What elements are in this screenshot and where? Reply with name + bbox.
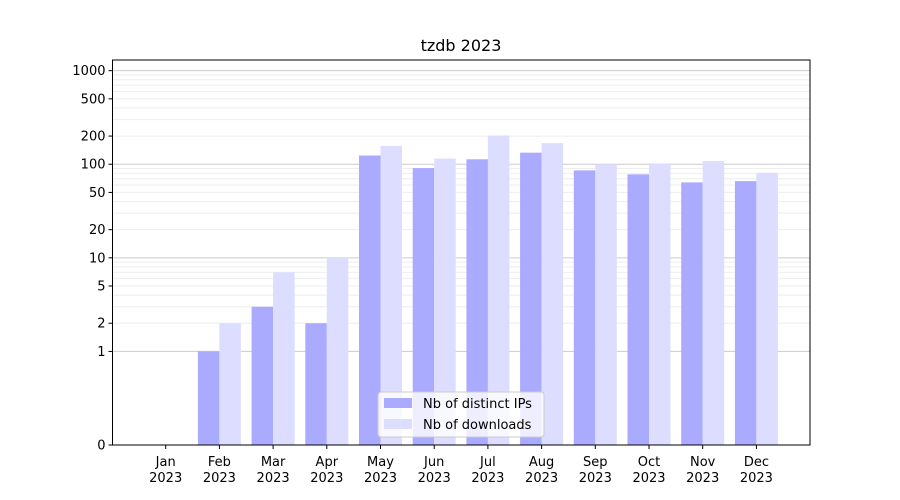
bar-downloads — [756, 172, 778, 445]
x-tick-label-year: 2023 — [471, 471, 504, 486]
bar-distinct-ips — [305, 323, 327, 445]
bar-downloads — [649, 163, 671, 445]
x-tick-label-month: Dec — [744, 455, 769, 470]
x-axis: Jan2023Feb2023Mar2023Apr2023May2023Jun20… — [149, 445, 773, 486]
bar-distinct-ips — [197, 351, 220, 445]
y-tick-label: 50 — [89, 186, 106, 201]
bar-distinct-ips — [681, 182, 703, 445]
x-tick-label-year: 2023 — [632, 471, 665, 486]
x-tick-label-month: Jun — [423, 455, 444, 470]
x-tick-label-year: 2023 — [364, 471, 397, 486]
x-tick-label-year: 2023 — [740, 471, 773, 486]
chart-title: tzdb 2023 — [421, 36, 502, 55]
x-tick-label-month: Oct — [638, 455, 660, 470]
bar-downloads — [702, 161, 725, 445]
x-tick-label-month: Nov — [690, 455, 716, 470]
legend-label-downloads: Nb of downloads — [423, 418, 532, 433]
x-tick-label-month: Sep — [583, 455, 608, 470]
bar-downloads — [380, 145, 402, 445]
legend-label-distinct-ips: Nb of distinct IPs — [423, 397, 532, 412]
x-tick-label-month: Feb — [208, 455, 231, 470]
x-tick-label-year: 2023 — [686, 471, 719, 486]
bar-distinct-ips — [520, 152, 542, 445]
x-tick-label-month: Jan — [155, 455, 176, 470]
x-tick-label-month: May — [367, 455, 394, 470]
x-tick-label-year: 2023 — [579, 471, 612, 486]
bar-downloads — [273, 272, 295, 445]
x-tick-label-year: 2023 — [525, 471, 558, 486]
bar-downloads — [541, 143, 564, 445]
bar-distinct-ips — [627, 174, 649, 445]
y-tick-label: 5 — [97, 280, 105, 295]
y-tick-label: 500 — [81, 92, 106, 107]
x-tick-label-year: 2023 — [149, 471, 182, 486]
y-tick-label: 200 — [81, 130, 106, 145]
bar-distinct-ips — [359, 155, 381, 445]
grid-lines — [112, 70, 810, 352]
plot-area-frame — [112, 59, 811, 446]
bar-downloads — [434, 158, 456, 445]
x-tick-label-year: 2023 — [418, 471, 451, 486]
bar-distinct-ips — [734, 181, 757, 445]
bar-downloads — [595, 164, 617, 445]
x-tick-label-year: 2023 — [310, 471, 343, 486]
legend: Nb of distinct IPs Nb of downloads — [377, 391, 545, 438]
x-tick-label-month: Aug — [529, 455, 554, 470]
bar-distinct-ips — [251, 306, 274, 445]
bar-distinct-ips — [412, 168, 435, 445]
y-tick-label: 10 — [89, 251, 106, 266]
y-tick-label: 100 — [81, 158, 106, 173]
y-tick-label: 20 — [89, 223, 106, 238]
y-tick-label: 1 — [97, 345, 105, 360]
x-tick-label-month: Jul — [479, 455, 496, 470]
x-tick-label-year: 2023 — [203, 471, 236, 486]
bar-downloads — [219, 323, 241, 445]
x-tick-label-month: Mar — [261, 455, 286, 470]
x-tick-label-month: Apr — [316, 455, 339, 470]
legend-swatch-distinct-ips — [384, 398, 412, 408]
bar-distinct-ips — [466, 159, 488, 446]
legend-swatch-downloads — [384, 419, 412, 429]
bar-downloads — [326, 257, 349, 445]
bar-distinct-ips — [573, 170, 596, 445]
y-tick-label: 0 — [97, 439, 105, 454]
bar-downloads — [487, 135, 510, 445]
y-tick-label: 1000 — [72, 64, 105, 79]
y-tick-label: 2 — [97, 317, 105, 332]
x-tick-label-year: 2023 — [257, 471, 290, 486]
y-axis: 0 1 2 5 10 20 50 100 200 500 1000 — [72, 64, 113, 454]
legend-frame — [377, 391, 545, 438]
bars — [197, 135, 778, 446]
